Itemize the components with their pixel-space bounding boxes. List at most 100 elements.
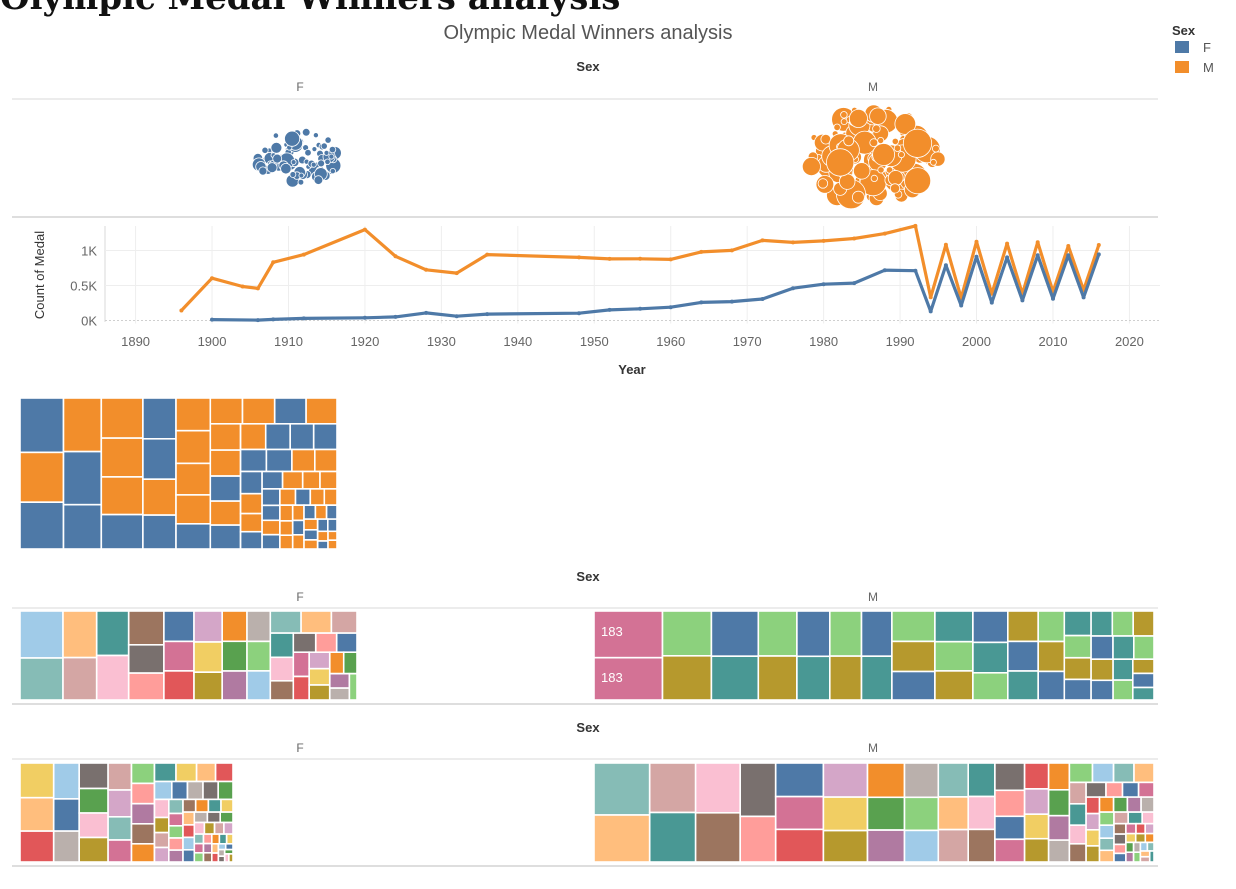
- bubble[interactable]: [843, 135, 855, 147]
- treemap-cell[interactable]: [328, 672, 351, 689]
- bubble[interactable]: [328, 145, 337, 154]
- treemap-cell[interactable]: [19, 762, 55, 799]
- data-point[interactable]: [454, 314, 459, 319]
- legend-label-f[interactable]: F: [1203, 40, 1211, 55]
- treemap-cell[interactable]: [294, 488, 311, 506]
- bubble[interactable]: [290, 159, 297, 166]
- treemap-cell[interactable]: [19, 610, 64, 659]
- treemap-cell[interactable]: [1105, 781, 1124, 799]
- treemap-cell[interactable]: [1098, 796, 1115, 813]
- treemap-cell[interactable]: [1113, 811, 1129, 825]
- treemap-cell[interactable]: [19, 501, 65, 550]
- treemap-cell[interactable]: [217, 855, 226, 863]
- treemap-cell[interactable]: [1098, 811, 1115, 826]
- treemap-cell[interactable]: [221, 610, 248, 643]
- treemap-cell[interactable]: [1132, 658, 1155, 675]
- treemap-cell[interactable]: [163, 670, 195, 701]
- bubble[interactable]: [894, 113, 917, 135]
- treemap-cell[interactable]: [303, 528, 319, 541]
- treemap-cell[interactable]: [316, 530, 329, 542]
- treemap-cell[interactable]: [100, 397, 144, 439]
- treemap-cell[interactable]: [107, 789, 133, 818]
- treemap-cell[interactable]: [648, 762, 697, 814]
- treemap-cell[interactable]: [301, 470, 321, 490]
- data-point[interactable]: [424, 267, 429, 272]
- treemap-cell[interactable]: [1037, 610, 1066, 643]
- data-point[interactable]: [1096, 243, 1101, 247]
- bubble[interactable]: [280, 162, 292, 175]
- treemap-cell[interactable]: [757, 610, 798, 657]
- treemap-cell[interactable]: [292, 675, 310, 701]
- treemap-cell[interactable]: [195, 762, 217, 783]
- treemap-cell[interactable]: [934, 670, 974, 701]
- treemap-cell[interactable]: [225, 833, 234, 845]
- treemap-cell[interactable]: [1148, 850, 1155, 863]
- treemap-cell[interactable]: [78, 836, 109, 863]
- data-point[interactable]: [1051, 296, 1055, 301]
- treemap-cell[interactable]: [261, 519, 281, 536]
- treemap-cell[interactable]: [163, 640, 195, 672]
- treemap-cell[interactable]: [279, 488, 297, 506]
- treemap-cell[interactable]: [1111, 610, 1135, 637]
- treemap-cell[interactable]: [1133, 635, 1155, 661]
- data-point[interactable]: [454, 271, 459, 276]
- treemap-cell[interactable]: [757, 655, 798, 701]
- data-point[interactable]: [362, 315, 367, 320]
- treemap-cell[interactable]: [308, 684, 331, 701]
- bubble[interactable]: [258, 166, 268, 176]
- treemap-cell[interactable]: [217, 842, 227, 851]
- treemap-cell[interactable]: [193, 811, 209, 824]
- treemap-cell[interactable]: [860, 655, 893, 701]
- treemap-cell[interactable]: [1085, 828, 1101, 847]
- data-point[interactable]: [913, 268, 918, 273]
- sport-treemap-f[interactable]: [19, 610, 358, 701]
- treemap-cell[interactable]: [211, 842, 220, 854]
- treemap-cell[interactable]: [327, 530, 338, 541]
- treemap-cell[interactable]: [206, 811, 222, 824]
- treemap-cell[interactable]: [1063, 634, 1092, 659]
- treemap-cell[interactable]: [261, 470, 284, 490]
- treemap-cell[interactable]: [739, 815, 777, 863]
- treemap-cell[interactable]: [1068, 781, 1087, 805]
- treemap-cell[interactable]: [127, 610, 165, 646]
- treemap-cell[interactable]: [1023, 762, 1050, 790]
- bubble[interactable]: [826, 148, 855, 177]
- bubble[interactable]: [323, 149, 330, 156]
- data-point[interactable]: [959, 303, 964, 308]
- treemap-cell[interactable]: [19, 397, 65, 454]
- treemap-cell[interactable]: [203, 821, 216, 835]
- data-point[interactable]: [668, 305, 673, 310]
- data-point[interactable]: [1020, 298, 1025, 303]
- treemap-cell[interactable]: [1112, 762, 1135, 784]
- legend-swatch-f[interactable]: [1175, 41, 1189, 53]
- treemap-cell[interactable]: [866, 762, 906, 799]
- treemap-cell[interactable]: [1091, 762, 1115, 784]
- treemap-cell[interactable]: [175, 397, 212, 432]
- treemap-cell[interactable]: [264, 422, 292, 451]
- data-point[interactable]: [729, 299, 734, 304]
- treemap-cell[interactable]: [822, 829, 869, 863]
- treemap-cell[interactable]: [994, 762, 1026, 792]
- treemap-cell[interactable]: [1090, 635, 1114, 661]
- treemap-cell[interactable]: [348, 672, 358, 701]
- treemap-cell[interactable]: [934, 610, 974, 643]
- treemap-cell[interactable]: [967, 795, 996, 831]
- treemap-cell[interactable]: [291, 448, 316, 473]
- treemap-cell[interactable]: [903, 829, 940, 863]
- treemap-cell[interactable]: [142, 478, 177, 516]
- treemap-cell[interactable]: [1098, 837, 1115, 852]
- treemap-cell[interactable]: [1085, 796, 1101, 815]
- treemap-cell[interactable]: [822, 796, 869, 832]
- bubble[interactable]: [872, 143, 895, 166]
- treemap-cell[interactable]: [175, 494, 212, 525]
- treemap-cell[interactable]: [209, 422, 242, 451]
- treemap-cell[interactable]: [1144, 822, 1155, 835]
- treemap-cell[interactable]: [224, 842, 234, 851]
- treemap-cell[interactable]: [328, 651, 345, 675]
- bubble[interactable]: [902, 128, 933, 158]
- treemap-cell[interactable]: [239, 512, 263, 533]
- data-point[interactable]: [1066, 253, 1071, 258]
- treemap-cell[interactable]: [246, 610, 272, 643]
- treemap-cell[interactable]: [239, 448, 268, 473]
- treemap-cell[interactable]: [168, 837, 184, 851]
